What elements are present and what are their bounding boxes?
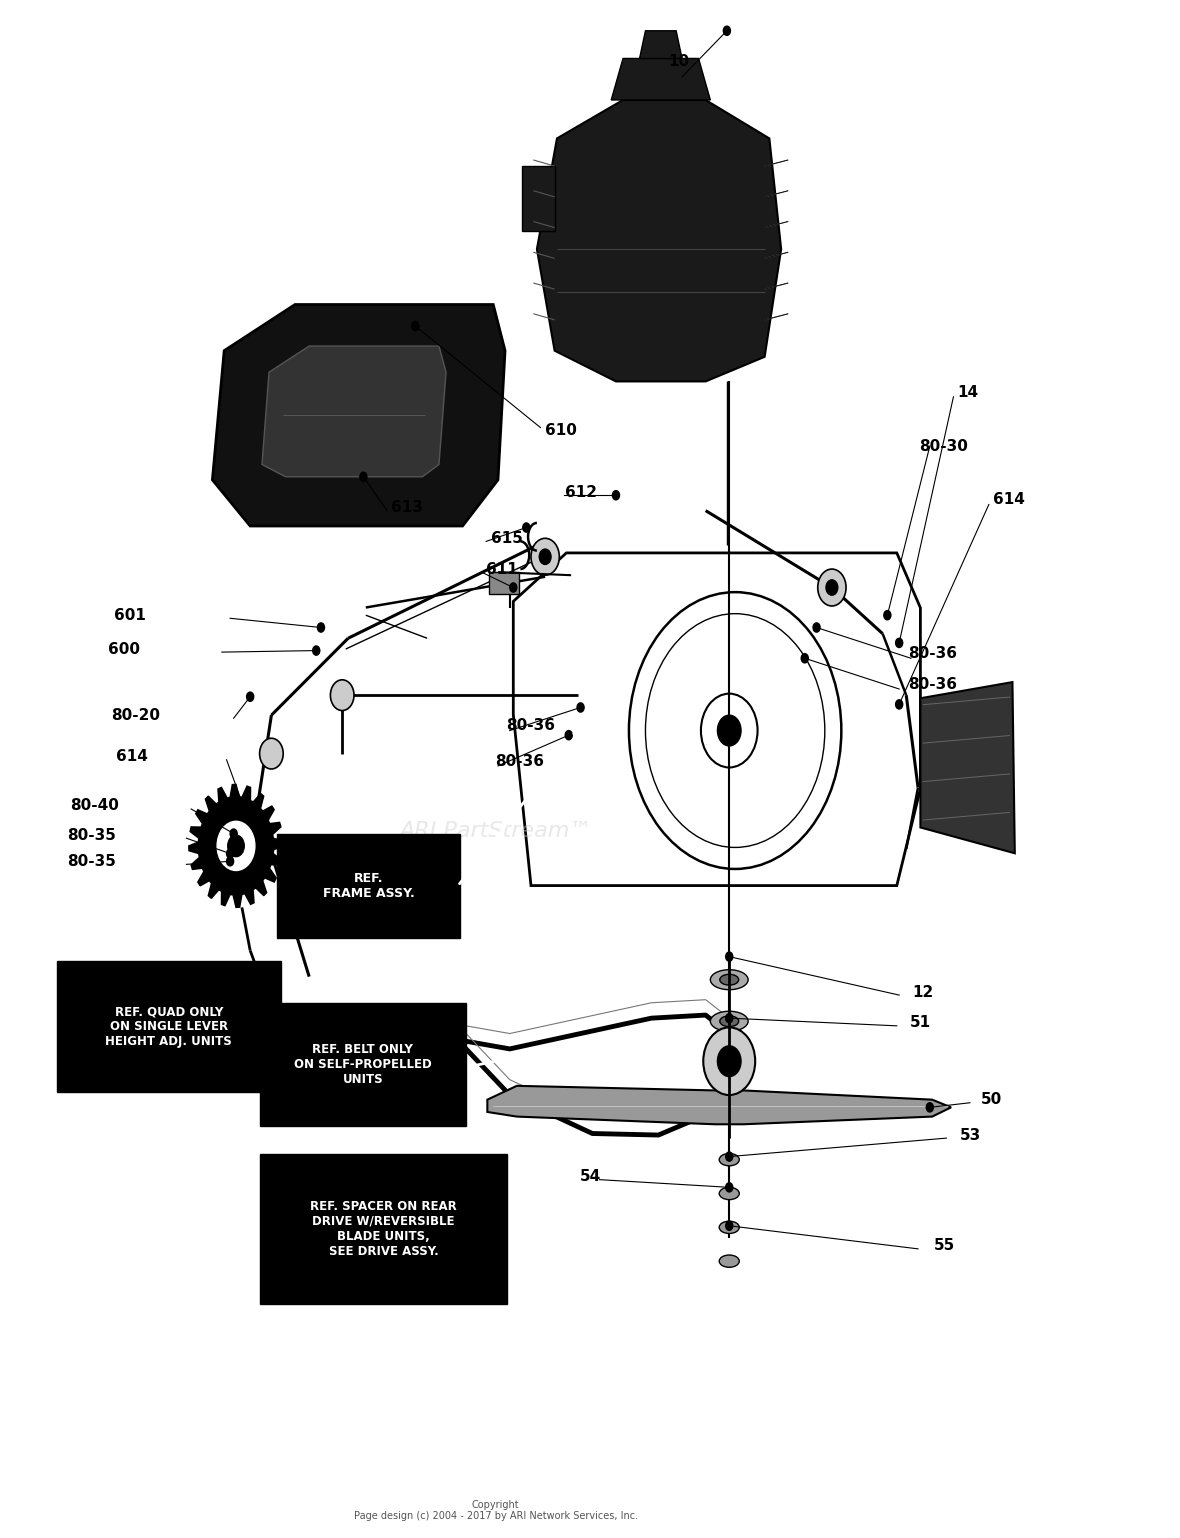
- Circle shape: [510, 583, 517, 592]
- Bar: [489, 572, 519, 594]
- Ellipse shape: [720, 1255, 739, 1267]
- Circle shape: [330, 680, 354, 711]
- Circle shape: [726, 952, 733, 961]
- Text: 80-36: 80-36: [907, 677, 957, 692]
- Text: 614: 614: [992, 492, 1025, 508]
- Circle shape: [926, 1103, 933, 1112]
- Text: REF. SPACER ON REAR
DRIVE W/REVERSIBLE
BLADE UNITS,
SEE DRIVE ASSY.: REF. SPACER ON REAR DRIVE W/REVERSIBLE B…: [310, 1200, 457, 1258]
- Bar: [57, 961, 281, 1092]
- Text: 10: 10: [668, 54, 689, 69]
- Circle shape: [726, 1014, 733, 1023]
- Ellipse shape: [720, 975, 739, 984]
- Ellipse shape: [720, 1154, 739, 1166]
- Ellipse shape: [720, 1187, 739, 1200]
- Text: 50: 50: [981, 1092, 1002, 1107]
- Polygon shape: [212, 305, 505, 526]
- Circle shape: [244, 814, 251, 823]
- Circle shape: [884, 611, 891, 620]
- Polygon shape: [537, 100, 781, 381]
- Ellipse shape: [710, 1012, 748, 1030]
- Text: 615: 615: [491, 531, 524, 546]
- Text: 55: 55: [933, 1238, 955, 1253]
- Polygon shape: [640, 31, 682, 58]
- Circle shape: [247, 692, 254, 701]
- Ellipse shape: [720, 1221, 739, 1233]
- Circle shape: [260, 738, 283, 769]
- Circle shape: [565, 731, 572, 740]
- Circle shape: [577, 703, 584, 712]
- Polygon shape: [611, 58, 710, 100]
- Ellipse shape: [720, 1015, 739, 1027]
- Polygon shape: [262, 346, 446, 477]
- Bar: [277, 834, 460, 938]
- Bar: [522, 166, 555, 231]
- Text: 14: 14: [957, 384, 978, 400]
- Bar: [260, 1003, 466, 1126]
- Text: 80-36: 80-36: [506, 718, 556, 734]
- Text: 80-20: 80-20: [111, 707, 160, 723]
- Text: 53: 53: [959, 1127, 981, 1143]
- Text: 80-35: 80-35: [67, 854, 117, 869]
- Text: 611: 611: [486, 561, 517, 577]
- Text: 614: 614: [116, 749, 149, 764]
- Text: 80-36: 80-36: [907, 646, 957, 661]
- Text: REF.
FRAME ASSY.: REF. FRAME ASSY.: [323, 872, 414, 900]
- Text: 610: 610: [544, 423, 577, 438]
- Text: REF. BELT ONLY
ON SELF-PROPELLED
UNITS: REF. BELT ONLY ON SELF-PROPELLED UNITS: [294, 1043, 432, 1086]
- Text: 54: 54: [579, 1169, 601, 1184]
- Circle shape: [612, 491, 620, 500]
- Polygon shape: [487, 1086, 951, 1124]
- Text: ARI PartStream™: ARI PartStream™: [399, 820, 592, 841]
- Circle shape: [703, 1027, 755, 1095]
- Circle shape: [726, 1221, 733, 1230]
- Circle shape: [726, 1152, 733, 1161]
- Circle shape: [360, 472, 367, 481]
- Circle shape: [313, 646, 320, 655]
- Circle shape: [801, 654, 808, 663]
- Circle shape: [723, 26, 730, 35]
- Circle shape: [896, 700, 903, 709]
- Ellipse shape: [710, 969, 748, 990]
- Text: 613: 613: [391, 500, 424, 515]
- Circle shape: [531, 538, 559, 575]
- Circle shape: [813, 623, 820, 632]
- Text: REF. QUAD ONLY
ON SINGLE LEVER
HEIGHT ADJ. UNITS: REF. QUAD ONLY ON SINGLE LEVER HEIGHT AD…: [105, 1006, 232, 1047]
- Circle shape: [726, 1183, 733, 1192]
- Polygon shape: [920, 683, 1015, 854]
- Text: 12: 12: [912, 984, 933, 1000]
- Circle shape: [523, 523, 530, 532]
- Text: 51: 51: [910, 1015, 931, 1030]
- Circle shape: [412, 321, 419, 331]
- Bar: [260, 1154, 507, 1304]
- Circle shape: [230, 829, 237, 838]
- Text: 80-40: 80-40: [70, 798, 119, 814]
- Ellipse shape: [720, 1055, 739, 1067]
- Text: 600: 600: [107, 641, 140, 657]
- Polygon shape: [189, 784, 283, 907]
- Circle shape: [896, 638, 903, 647]
- Circle shape: [717, 715, 741, 746]
- Circle shape: [539, 549, 551, 564]
- Circle shape: [227, 849, 234, 858]
- Circle shape: [317, 623, 324, 632]
- Text: 601: 601: [113, 608, 146, 623]
- Text: 80-30: 80-30: [919, 438, 969, 454]
- Circle shape: [818, 569, 846, 606]
- Text: 612: 612: [564, 484, 597, 500]
- Circle shape: [217, 821, 255, 871]
- Text: 80-35: 80-35: [67, 827, 117, 843]
- Text: 80-36: 80-36: [494, 754, 544, 769]
- Circle shape: [228, 835, 244, 857]
- Ellipse shape: [710, 1052, 748, 1070]
- Text: Copyright
Page design (c) 2004 - 2017 by ARI Network Services, Inc.: Copyright Page design (c) 2004 - 2017 by…: [354, 1500, 637, 1521]
- Circle shape: [826, 580, 838, 595]
- Circle shape: [227, 857, 234, 866]
- Circle shape: [717, 1046, 741, 1077]
